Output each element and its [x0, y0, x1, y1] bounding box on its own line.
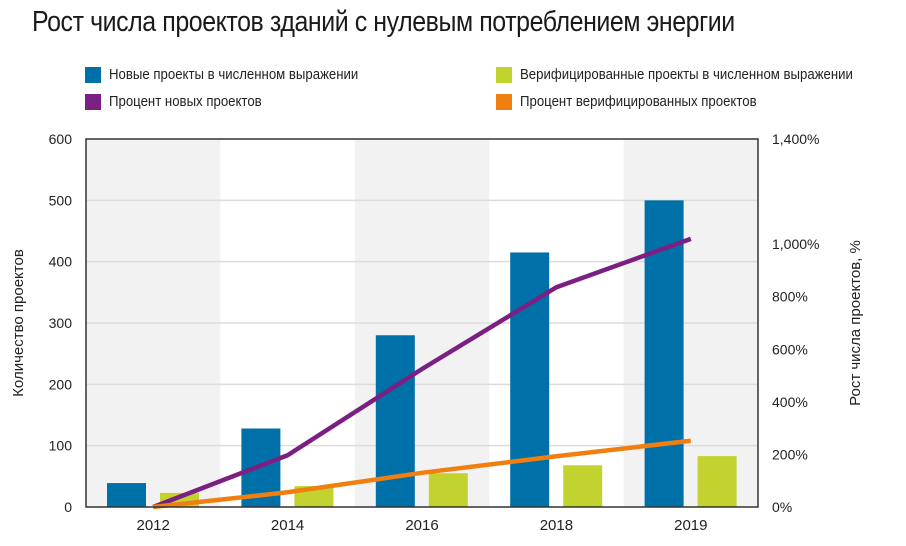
legend-label: Новые проекты в численном выражении	[109, 66, 359, 83]
right-tick-label: 1,000%	[772, 236, 819, 252]
right-tick-label: 1,400%	[772, 131, 819, 147]
left-tick-label: 300	[49, 315, 73, 331]
left-tick-label: 100	[49, 438, 73, 454]
x-tick-label: 2012	[137, 517, 170, 534]
legend-label: Процент верифицированных проектов	[520, 93, 757, 110]
y2-axis-label: Рост числа проектов, %	[847, 240, 864, 406]
legend-swatch	[85, 93, 101, 110]
right-tick-label: 600%	[772, 341, 808, 357]
x-tick-label: 2016	[405, 517, 438, 534]
right-tick-label: 200%	[772, 446, 808, 462]
left-tick-label: 600	[49, 131, 73, 147]
legend-item-new-projects: Новые проекты в численном выражении	[85, 66, 392, 83]
line-new-percent	[152, 236, 692, 510]
legend-item-new-percent: Процент новых проектов	[85, 93, 283, 110]
bar-verified-projects	[563, 465, 603, 507]
right-tick-label: 0%	[772, 499, 792, 515]
x-tick-label: 2018	[540, 517, 573, 534]
bar-verified-projects	[428, 473, 468, 507]
right-tick-label: 800%	[772, 289, 808, 305]
bar-new-projects	[375, 335, 415, 507]
legend-item-verified-percent: Процент верифицированных проектов	[496, 93, 789, 110]
legend-label: Верифицированные проекты в численном выр…	[520, 66, 853, 83]
bar-verified-projects	[697, 456, 737, 507]
left-tick-label: 200	[49, 376, 73, 392]
legend-item-verified-projects: Верифицированные проекты в численном выр…	[496, 66, 898, 83]
legend-swatch	[496, 66, 512, 83]
bar-new-projects	[510, 252, 550, 507]
x-tick-label: 2019	[674, 517, 707, 534]
bar-new-projects	[107, 483, 146, 507]
legend-label: Процент новых проектов	[109, 93, 262, 110]
y-axis-label: Количество проектов	[10, 249, 27, 397]
x-tick-label: 2014	[271, 517, 304, 534]
chart-title: Рост числа проектов зданий с нулевым пот…	[32, 6, 735, 38]
legend-swatch	[85, 66, 101, 83]
right-tick-label: 400%	[772, 394, 808, 410]
left-tick-label: 0	[64, 499, 72, 515]
left-tick-label: 400	[49, 254, 73, 270]
legend-swatch	[496, 93, 512, 110]
line-verified-percent	[152, 438, 692, 510]
plot-frame	[85, 138, 759, 508]
left-tick-label: 500	[49, 192, 73, 208]
